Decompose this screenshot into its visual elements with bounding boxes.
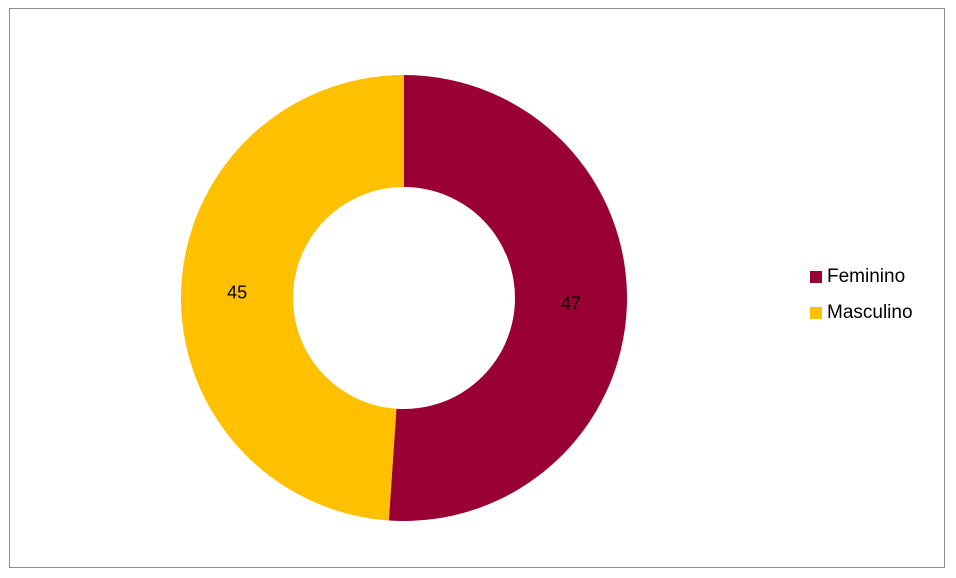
donut-slice-masculino <box>180 75 404 521</box>
legend-swatch-feminino <box>810 271 822 283</box>
legend-swatch-masculino <box>810 307 822 319</box>
data-label-masculino: 45 <box>227 282 247 302</box>
legend-label-masculino: Masculino <box>827 302 913 323</box>
donut-slice-feminino <box>388 75 627 521</box>
data-label-feminino: 47 <box>561 294 581 314</box>
legend-label-feminino: Feminino <box>827 266 906 287</box>
chart-frame: 47 45 Feminino Masculino <box>9 8 945 568</box>
donut-chart: 47 45 <box>180 75 627 521</box>
